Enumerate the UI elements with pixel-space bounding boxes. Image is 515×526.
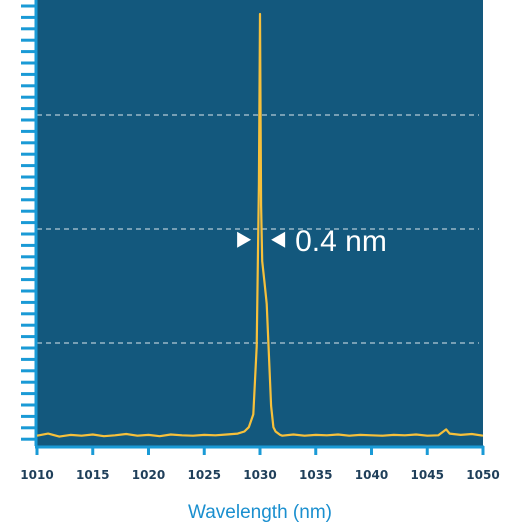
x-tick-label: 1035	[299, 468, 332, 482]
x-tick-label: 1040	[355, 468, 388, 482]
x-tick-label: 1045	[411, 468, 444, 482]
x-tick-label: 1020	[132, 468, 165, 482]
series-line	[36, 12, 484, 438]
x-tick-label: 1010	[20, 468, 53, 482]
x-axis-title: Wavelength (nm)	[188, 502, 332, 523]
x-tick-label: 1015	[76, 468, 109, 482]
annotation-label: 0.4 nm	[295, 225, 387, 258]
x-tick-label: 1025	[188, 468, 221, 482]
y-axis	[21, 0, 38, 446]
arrow-left-icon	[271, 231, 286, 248]
x-tick-label: 1050	[466, 468, 499, 482]
x-tick-label: 1030	[243, 468, 276, 482]
linewidth-annotation: 0.4 nm	[237, 225, 387, 258]
x-axis: 1010 1015 1020 1025 1030 1035 1040 1045 1050	[20, 445, 500, 482]
arrow-right-icon	[237, 231, 252, 248]
